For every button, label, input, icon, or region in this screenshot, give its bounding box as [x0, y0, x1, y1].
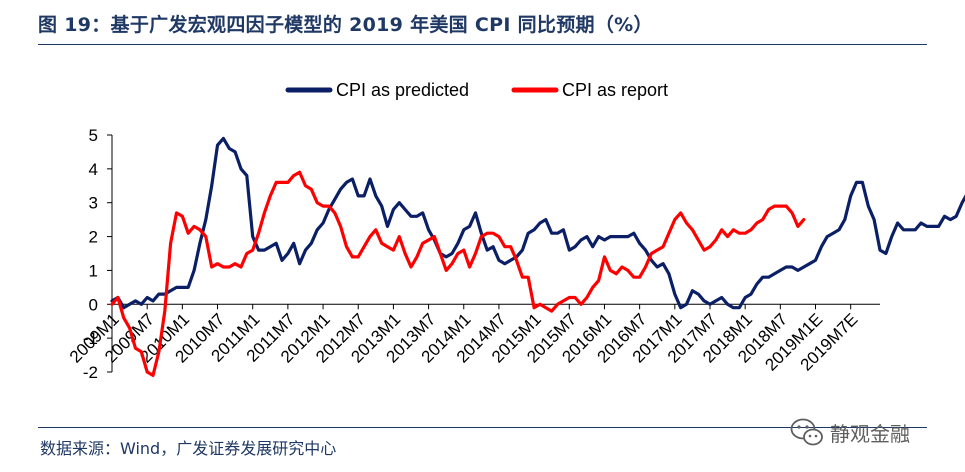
y-tick-label: 5 [89, 126, 98, 145]
y-tick-label: 4 [89, 160, 98, 179]
y-tick-label: 0 [89, 295, 98, 314]
series-line-cpi-as-report [110, 170, 806, 377]
series-line-cpi-as-predicted [110, 136, 965, 310]
watermark: 静观金融 [790, 416, 910, 448]
legend-label-cpi-as-report: CPI as report [562, 80, 668, 100]
y-tick-label: 3 [89, 194, 98, 213]
y-tick-label: 2 [89, 228, 98, 247]
cpi-line-chart: CPI as predicted CPI as report -2 -1 0 1 2 3 4… [66, 80, 965, 382]
y-tick-label: 1 [89, 261, 98, 280]
chart-axes: -2-10123452009M12009M72010M12010M72011M1… [66, 126, 880, 382]
legend-label-cpi-as-predicted: CPI as predicted [336, 80, 469, 100]
y-tick-label: -2 [83, 363, 98, 382]
wechat-logo-icon [790, 418, 823, 446]
footer-divider [38, 427, 927, 428]
title-divider [38, 44, 927, 45]
chart-series [110, 136, 965, 377]
watermark-text: 静观金融 [830, 421, 910, 446]
chart-title: 图 19：基于广发宏观四因子模型的 2019 年美国 CPI 同比预期（%） [38, 14, 653, 36]
data-source-note: 数据来源：Wind，广发证券发展研究中心 [40, 439, 337, 458]
y-tick-label: -1 [83, 329, 98, 348]
chart-legend: CPI as predicted CPI as report [285, 80, 668, 100]
